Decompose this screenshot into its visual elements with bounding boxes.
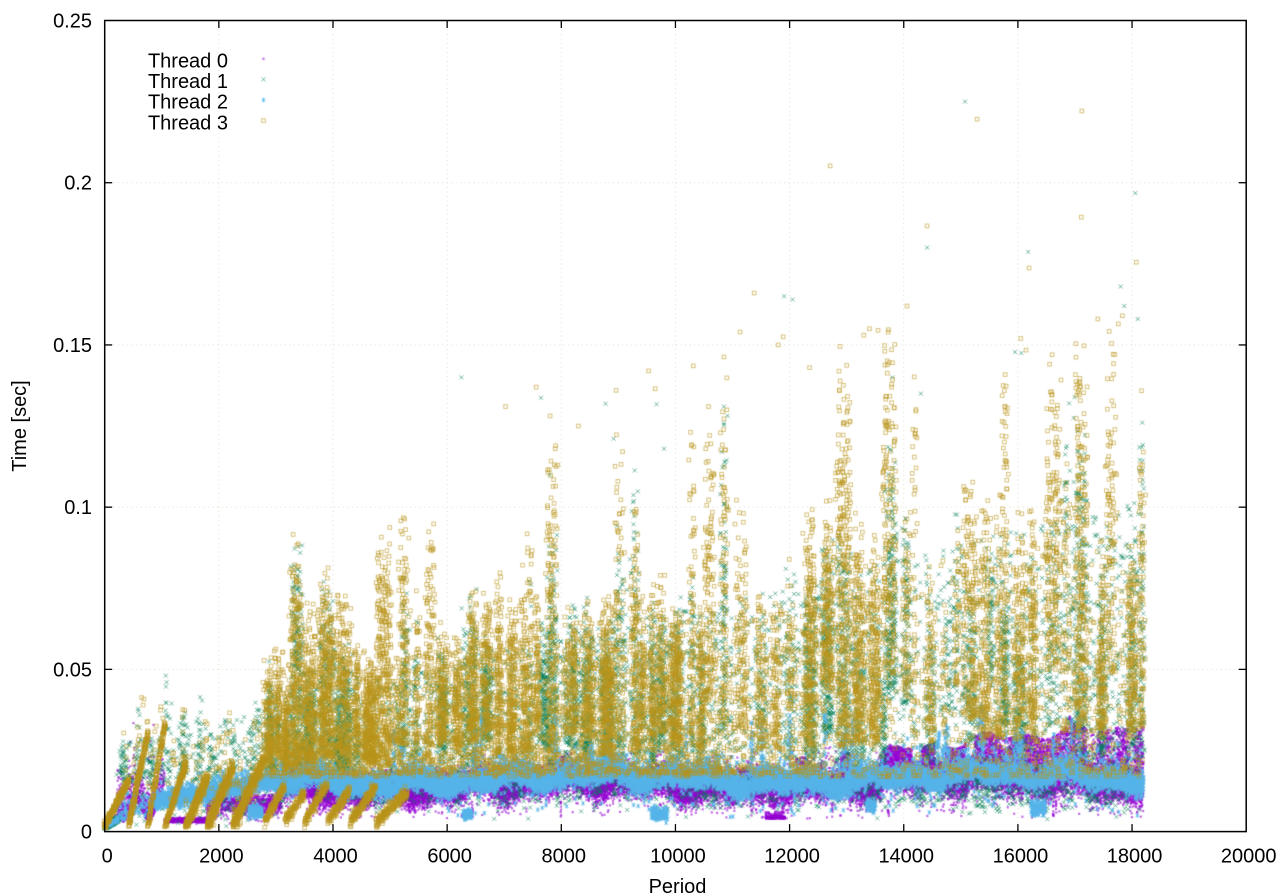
svg-text:14000: 14000	[878, 846, 934, 868]
svg-text:0.05: 0.05	[53, 659, 92, 681]
svg-text:Time [sec]: Time [sec]	[9, 380, 31, 472]
svg-text:Thread 0: Thread 0	[148, 51, 228, 73]
svg-text:20000: 20000	[1221, 846, 1277, 868]
svg-text:0.1: 0.1	[64, 497, 92, 519]
svg-text:0.15: 0.15	[53, 335, 92, 357]
svg-text:0: 0	[102, 846, 113, 868]
svg-text:2000: 2000	[199, 846, 244, 868]
svg-text:10000: 10000	[650, 846, 706, 868]
svg-text:12000: 12000	[764, 846, 820, 868]
svg-text:Thread 3: Thread 3	[148, 112, 228, 134]
svg-text:6000: 6000	[427, 846, 472, 868]
svg-text:Period: Period	[649, 876, 707, 896]
svg-text:8000: 8000	[542, 846, 587, 868]
svg-text:Thread 1: Thread 1	[148, 71, 228, 93]
svg-text:16000: 16000	[993, 846, 1049, 868]
svg-text:Thread 2: Thread 2	[148, 92, 228, 114]
svg-text:0.25: 0.25	[53, 11, 92, 33]
svg-text:4000: 4000	[313, 846, 358, 868]
svg-text:18000: 18000	[1107, 846, 1163, 868]
svg-text:0: 0	[81, 822, 92, 844]
svg-text:0.2: 0.2	[64, 173, 92, 195]
